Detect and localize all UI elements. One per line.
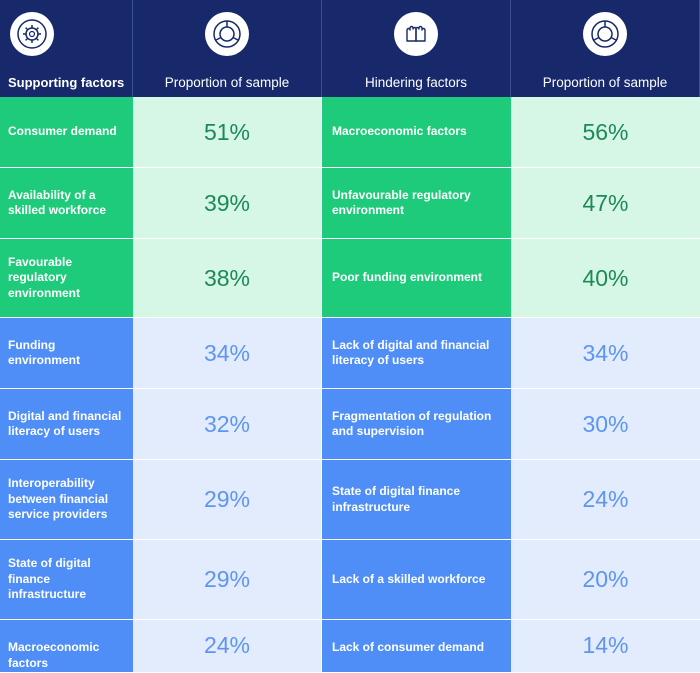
- hindering-factor: Lack of digital and financial literacy o…: [322, 318, 511, 389]
- hindering-proportion: 47%: [511, 168, 700, 239]
- donut-chart-icon: [205, 12, 249, 56]
- donut-chart-icon: [583, 12, 627, 56]
- hindering-factor: Lack of consumer demand: [322, 620, 511, 673]
- supporting-factor: Interoperability between financial servi…: [0, 460, 133, 540]
- hindering-proportion: 30%: [511, 389, 700, 460]
- supporting-factor: Availability of a skilled workforce: [0, 168, 133, 239]
- supporting-proportion: 24%: [133, 620, 322, 673]
- header-supporting-label: Supporting factors: [8, 75, 125, 90]
- hindering-factor: Lack of a skilled workforce: [322, 540, 511, 620]
- supporting-proportion: 39%: [133, 168, 322, 239]
- hindering-factor: Unfavourable regulatory environment: [322, 168, 511, 239]
- supporting-proportion: 29%: [133, 540, 322, 620]
- header-proportion-right: Proportion of sample: [511, 0, 700, 97]
- supporting-proportion: 38%: [133, 239, 322, 318]
- hindering-proportion: 14%: [511, 620, 700, 673]
- supporting-proportion: 51%: [133, 97, 322, 168]
- header-hindering: Hindering factors: [322, 0, 511, 97]
- header-proportion-right-label: Proportion of sample: [542, 75, 668, 90]
- supporting-factor: Consumer demand: [0, 97, 133, 168]
- hindering-factor: State of digital finance infrastructure: [322, 460, 511, 540]
- raised-hands-icon: [394, 12, 438, 56]
- supporting-factor: Macroeconomic factors: [0, 620, 133, 673]
- supporting-proportion: 29%: [133, 460, 322, 540]
- hindering-proportion: 56%: [511, 97, 700, 168]
- header-supporting: Supporting factors: [0, 0, 133, 97]
- hindering-proportion: 20%: [511, 540, 700, 620]
- header-hindering-label: Hindering factors: [364, 75, 468, 90]
- header-proportion-left: Proportion of sample: [133, 0, 322, 97]
- hindering-factor: Poor funding environment: [322, 239, 511, 318]
- gear-cycle-icon: [10, 12, 54, 56]
- hindering-proportion: 24%: [511, 460, 700, 540]
- hindering-factor: Macroeconomic factors: [322, 97, 511, 168]
- supporting-factor: Favourable regulatory environment: [0, 239, 133, 318]
- header-proportion-left-label: Proportion of sample: [164, 75, 290, 90]
- hindering-proportion: 34%: [511, 318, 700, 389]
- supporting-proportion: 34%: [133, 318, 322, 389]
- supporting-factor: State of digital finance infrastructure: [0, 540, 133, 620]
- hindering-proportion: 40%: [511, 239, 700, 318]
- hindering-factor: Fragmentation of regulation and supervis…: [322, 389, 511, 460]
- supporting-factor: Digital and financial literacy of users: [0, 389, 133, 460]
- supporting-factor: Funding environment: [0, 318, 133, 389]
- supporting-proportion: 32%: [133, 389, 322, 460]
